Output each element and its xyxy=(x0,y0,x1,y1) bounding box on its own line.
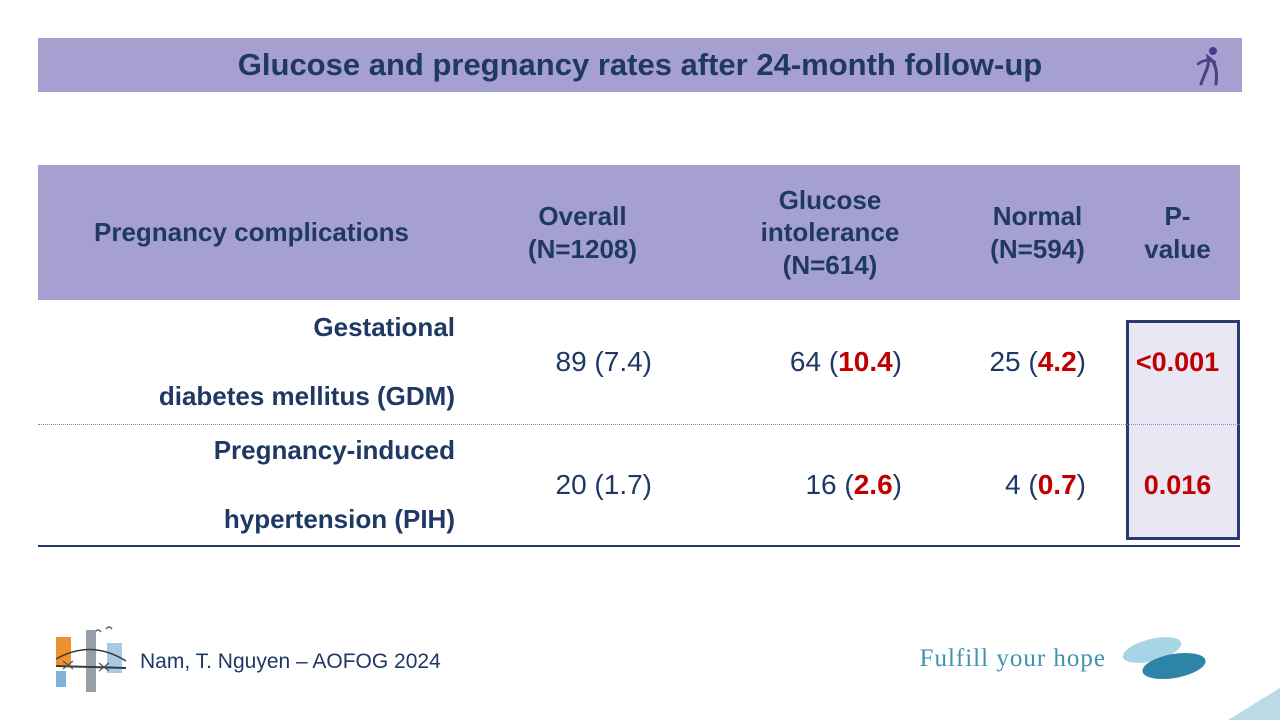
table-row-pih: Pregnancy-induced hypertension (PIH) 20 … xyxy=(38,425,1240,547)
cell-glucose-intolerance: 64 (10.4) xyxy=(700,300,960,424)
dancer-figure-icon xyxy=(1190,44,1226,86)
highlighted-value: 4.2 xyxy=(1037,346,1077,377)
value-text: 64 ( xyxy=(789,346,839,377)
header-cell-complications: Pregnancy complications xyxy=(94,217,409,248)
row-label-line: diabetes mellitus (GDM) xyxy=(158,381,455,411)
corner-decoration xyxy=(1228,688,1280,720)
row-label-line: hypertension (PIH) xyxy=(223,504,455,534)
value-text: ) xyxy=(1076,346,1086,377)
table-row-gdm: Gestational diabetes mellitus (GDM) 89 (… xyxy=(38,300,1240,425)
tagline: Fulfill your hope xyxy=(920,632,1212,686)
cell-overall: 89 (7.4) xyxy=(555,346,653,377)
credit-text: Nam, T. Nguyen – AOFOG 2024 xyxy=(140,650,441,673)
cell-overall: 20 (1.7) xyxy=(555,469,653,500)
cell-pvalue: 0.016 xyxy=(1143,469,1212,500)
leaves-icon xyxy=(1116,632,1212,686)
value-text: ) xyxy=(892,346,902,377)
header-cell-glucose-intolerance: Glucose intolerance (N=614) xyxy=(760,184,900,280)
value-text: ) xyxy=(1076,469,1086,500)
header-cell-pvalue: P- value xyxy=(1144,201,1211,264)
header-cell-overall: Overall (N=1208) xyxy=(527,201,638,264)
highlighted-value: 0.7 xyxy=(1037,469,1077,500)
pvalue-highlight-box xyxy=(1126,320,1240,540)
cell-normal: 25 (4.2) xyxy=(960,300,1115,424)
value-text: ) xyxy=(892,469,902,500)
results-table: Pregnancy complications Overall (N=1208)… xyxy=(38,165,1240,547)
tagline-text: Fulfill your hope xyxy=(919,645,1106,672)
value-text: 4 ( xyxy=(1005,469,1038,500)
value-text: 16 ( xyxy=(805,469,854,500)
table-header-row: Pregnancy complications Overall (N=1208)… xyxy=(38,165,1240,300)
bridge-logo xyxy=(55,625,127,697)
row-label-pih: Pregnancy-induced hypertension (PIH) xyxy=(38,425,465,545)
highlighted-value: 10.4 xyxy=(838,346,893,377)
value-text: 25 ( xyxy=(989,346,1038,377)
highlighted-value: 2.6 xyxy=(853,469,893,500)
cell-glucose-intolerance: 16 (2.6) xyxy=(700,425,960,545)
row-label-gdm: Gestational diabetes mellitus (GDM) xyxy=(38,300,465,424)
row-label-line: Gestational xyxy=(313,312,455,342)
title-bar: Glucose and pregnancy rates after 24-mon… xyxy=(38,38,1242,92)
row-label-line: Pregnancy-induced xyxy=(213,435,455,465)
cell-pvalue: <0.001 xyxy=(1135,346,1220,377)
slide-title: Glucose and pregnancy rates after 24-mon… xyxy=(237,47,1043,82)
cell-normal: 4 (0.7) xyxy=(960,425,1115,545)
header-cell-normal: Normal (N=594) xyxy=(990,201,1085,264)
